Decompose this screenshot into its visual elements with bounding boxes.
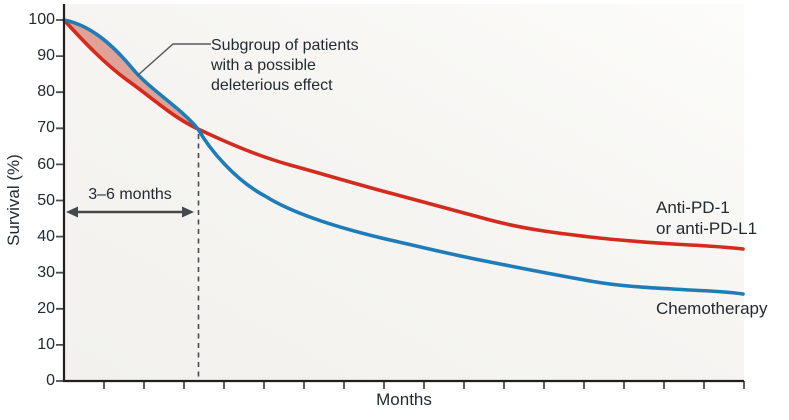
deleterious-effect-shaded-region	[64, 20, 198, 129]
arrowhead-right-icon	[182, 206, 194, 218]
arrowhead-left-icon	[66, 206, 78, 218]
x-axis-ticks	[103, 381, 745, 389]
subgroup-annotation-line1: Subgroup of patients	[211, 37, 359, 54]
y-tick-label-40: 40	[37, 228, 55, 245]
subgroup-annotation-line2: with a possible	[211, 57, 316, 74]
x-axis-title: Months	[376, 390, 432, 409]
subgroup-annotation-line3: deleterious effect	[211, 77, 333, 94]
y-tick-label-60: 60	[37, 156, 55, 173]
annotation-leader-line	[136, 43, 211, 77]
y-tick-label-0: 0	[46, 372, 55, 389]
duration-annotation: 3–6 months	[88, 186, 172, 203]
anti-pd1-series-label-line2: or anti-PD-L1	[656, 219, 758, 238]
y-axis-ticks	[56, 19, 64, 382]
y-tick-label-20: 20	[37, 300, 55, 317]
y-tick-label-50: 50	[37, 192, 55, 209]
y-tick-label-30: 30	[37, 264, 55, 281]
y-tick-label-80: 80	[37, 83, 55, 100]
y-axis-title: Survival (%)	[4, 154, 23, 246]
y-tick-label-90: 90	[37, 47, 55, 64]
y-tick-label-10: 10	[37, 336, 55, 353]
anti-pd1-series-label: Anti-PD-1 or anti-PD-L1	[656, 197, 757, 239]
chemotherapy-curve	[62, 18, 745, 296]
anti-pd1-series-label-line1: Anti-PD-1	[656, 198, 730, 217]
anti-pd1-curve	[62, 18, 745, 251]
y-tick-label-70: 70	[37, 119, 55, 136]
y-tick-label-100: 100	[28, 11, 55, 28]
chemotherapy-series-label: Chemotherapy	[656, 299, 768, 318]
plot-area	[64, 4, 744, 381]
duration-arrow	[66, 206, 194, 218]
subgroup-annotation: Subgroup of patients with a possible del…	[211, 36, 359, 96]
